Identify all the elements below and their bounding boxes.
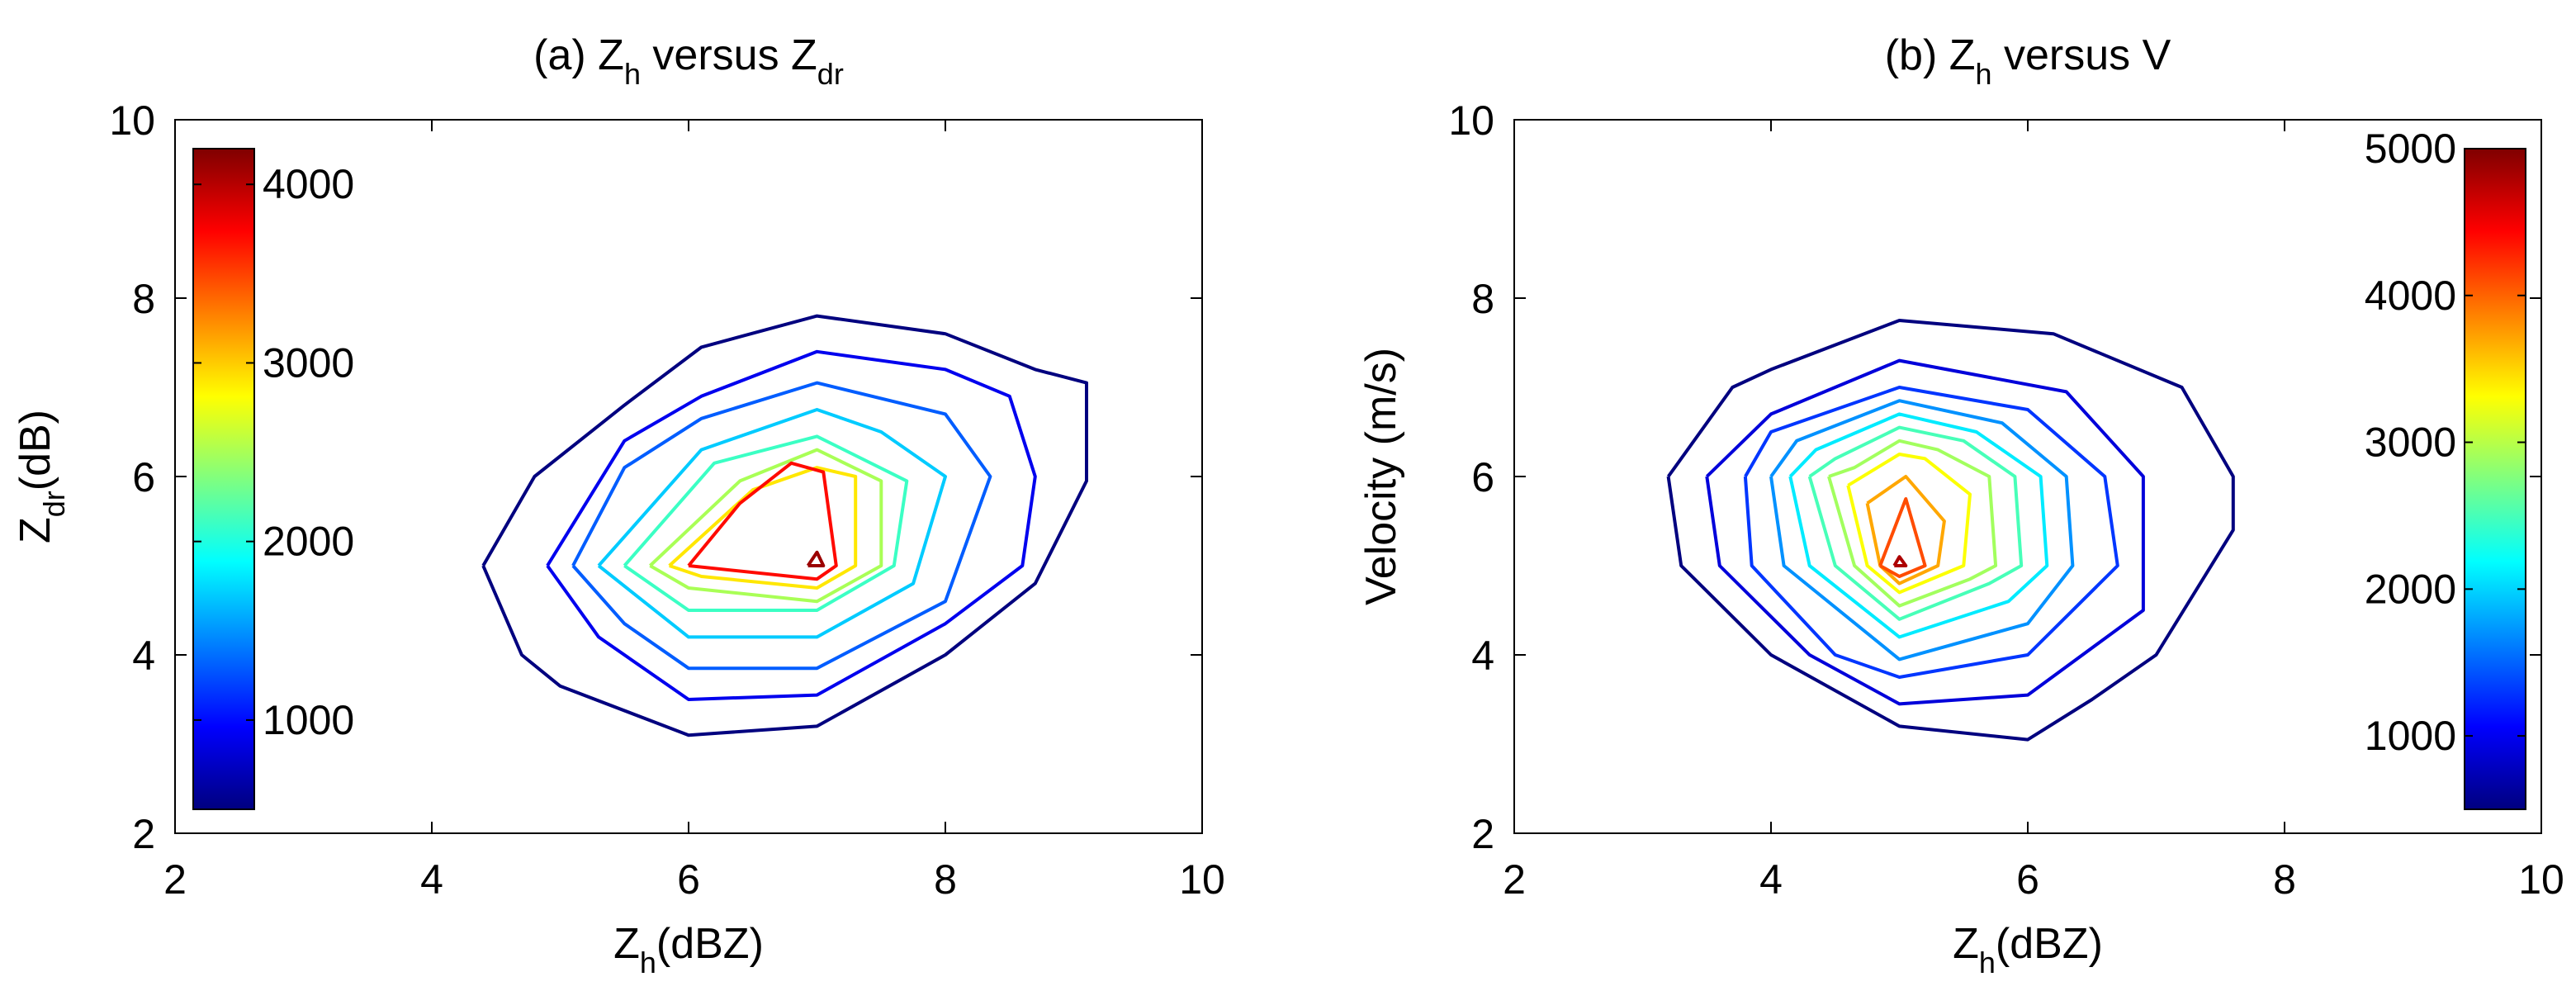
colorbar-tick-label: 1000 [263,697,354,743]
y-tick-label: 8 [1471,276,1494,322]
y-tick-label: 4 [1471,633,1494,679]
contour-line-2500 [649,448,883,604]
contour-line-1700 [597,408,947,639]
y-tick-label: 2 [132,811,155,857]
contour-line-2100 [1788,412,2049,639]
x-tick-label: 10 [1179,856,1225,903]
y-tick-label: 2 [1471,811,1494,857]
panel-b-y-axis-label: Velocity (m/s) [1357,348,1405,605]
colorbar-tick-label: 2000 [263,519,354,565]
panel-a-x-axis-label: Zh(dBZ) [613,920,764,979]
panel-b-colorbar [2464,148,2526,810]
panel-a-colorbar-frame [192,148,255,810]
panel-a-plot-area [174,119,1203,834]
colorbar-tick-label: 3000 [263,339,354,386]
panel-b-colorbar-frame [2464,148,2526,810]
contour-line-3300 [1846,453,1972,595]
panel-b-ticks [1513,119,2542,834]
panel-a-ticks [174,119,1203,834]
panel-b-zh-vs-v: (b) Zh versus V 2 4 6 8 10 2 4 6 8 10 10… [1357,31,2564,979]
x-tick-label: 2 [1503,856,1526,903]
x-tick-label: 4 [1759,856,1783,903]
x-tick-label: 8 [2273,856,2296,903]
colorbar-tick-label: 4000 [2365,273,2456,319]
contour-line-900 [1705,358,2145,706]
x-tick-label: 6 [677,856,700,903]
y-tick-label: 8 [132,276,155,322]
y-tick-label: 6 [132,454,155,500]
colorbar-tick-label: 1000 [2365,713,2456,759]
y-tick-label: 4 [132,633,155,679]
panel-b-contours [1666,319,2235,742]
contour-line-2500 [1807,425,2024,621]
panel-a-contours [481,314,1088,737]
contour-line-1300 [571,381,992,671]
contour-line-500 [1666,319,2235,742]
panel-a-colorbar-ticks [193,183,254,721]
panel-a-colorbar [192,148,255,810]
x-tick-label: 2 [163,856,187,903]
colorbar-tick-label: 4000 [263,161,354,207]
contour-line-4100 [806,550,826,567]
x-tick-label: 10 [2518,856,2564,903]
y-tick-label: 10 [1448,97,1494,144]
panel-a-colorbar-ramp [193,149,254,809]
contour-line-3700 [687,461,838,581]
contour-line-500 [481,314,1088,737]
panel-a-zh-vs-zdr: (a) Zh versus Zdr 2 4 6 8 10 2 4 6 8 10 … [12,31,1225,979]
x-tick-label: 6 [2016,856,2039,903]
x-tick-label: 8 [934,856,957,903]
contour-line-4100 [1878,497,1927,578]
x-tick-label: 4 [420,856,443,903]
contour-line-2100 [623,434,909,612]
panel-b-x-axis-label: Zh(dBZ) [1953,920,2103,979]
contour-line-1700 [1769,399,2075,661]
y-tick-label: 10 [109,97,155,144]
panel-a-y-axis-label: Zdr(dB) [12,410,71,543]
contour-line-2900 [1827,439,1998,608]
contour-line-4800 [1892,555,1908,567]
colorbar-tick-label: 5000 [2365,126,2456,172]
y-tick-label: 6 [1471,454,1494,500]
contour-line-1300 [1743,386,2119,679]
panel-b-colorbar-ticks [2465,148,2526,737]
panel-a-title: (a) Zh versus Zdr [533,31,844,91]
panel-b-colorbar-ramp [2465,149,2526,809]
contour-line-900 [546,349,1037,701]
colorbar-tick-label: 3000 [2365,420,2456,466]
panel-b-title: (b) Zh versus V [1885,31,2171,91]
colorbar-tick-label: 2000 [2365,566,2456,612]
